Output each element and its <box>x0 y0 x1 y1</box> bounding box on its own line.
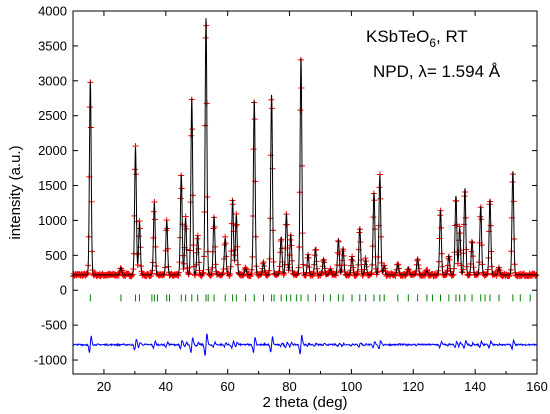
observed-point <box>275 271 282 278</box>
y-tick-label: 3000 <box>38 73 67 88</box>
y-tick-label: 3500 <box>38 38 67 53</box>
axis-ticks: 20 40 60 80 100 120 140 160 -1000 -500 0 500 1000 150… <box>34 4 548 395</box>
x-axis-label: 2 theta (deg) <box>262 394 347 411</box>
x-tick-label: 100 <box>341 379 363 394</box>
sample-formula-subscript: 6 <box>429 36 436 50</box>
observed-point <box>474 270 481 277</box>
x-tick-label: 40 <box>159 379 173 394</box>
observed-point <box>302 272 309 279</box>
y-tick-label: 500 <box>45 248 67 263</box>
y-tick-label: 1500 <box>38 178 67 193</box>
method-label: NPD, <box>373 62 418 81</box>
wavelength-annotation: NPD, λ= 1.594 Å <box>373 62 501 81</box>
x-tick-label: 120 <box>402 379 424 394</box>
lambda-symbol: λ <box>418 62 427 81</box>
y-tick-label: 0 <box>60 283 67 298</box>
y-tick-label: -500 <box>41 318 67 333</box>
series-layer <box>70 18 540 357</box>
sample-annotation: KSbTeO6, RT <box>366 27 468 50</box>
wavelength-value: = 1.594 Å <box>427 62 501 81</box>
difference-series <box>72 333 537 357</box>
plot-frame <box>72 10 538 375</box>
x-tick-label: 60 <box>220 379 234 394</box>
x-tick-label: 160 <box>526 379 548 394</box>
y-tick-label: 1000 <box>38 213 67 228</box>
sample-formula: KSbTeO <box>366 27 429 46</box>
observed-point <box>506 273 513 280</box>
calculated-series <box>73 18 537 276</box>
x-tick-label: 80 <box>282 379 296 394</box>
y-tick-label: 4000 <box>38 4 67 19</box>
y-tick-label: -1000 <box>34 353 67 368</box>
observed-point <box>207 273 214 280</box>
x-tick-label: 140 <box>464 379 486 394</box>
y-tick-label: 2500 <box>38 108 67 123</box>
y-tick-label: 2000 <box>38 143 67 158</box>
y-axis-label: intensity (a.u.) <box>7 145 24 239</box>
x-tick-label: 20 <box>97 379 111 394</box>
reflection-markers <box>89 294 531 302</box>
sample-temperature: , RT <box>436 27 468 46</box>
